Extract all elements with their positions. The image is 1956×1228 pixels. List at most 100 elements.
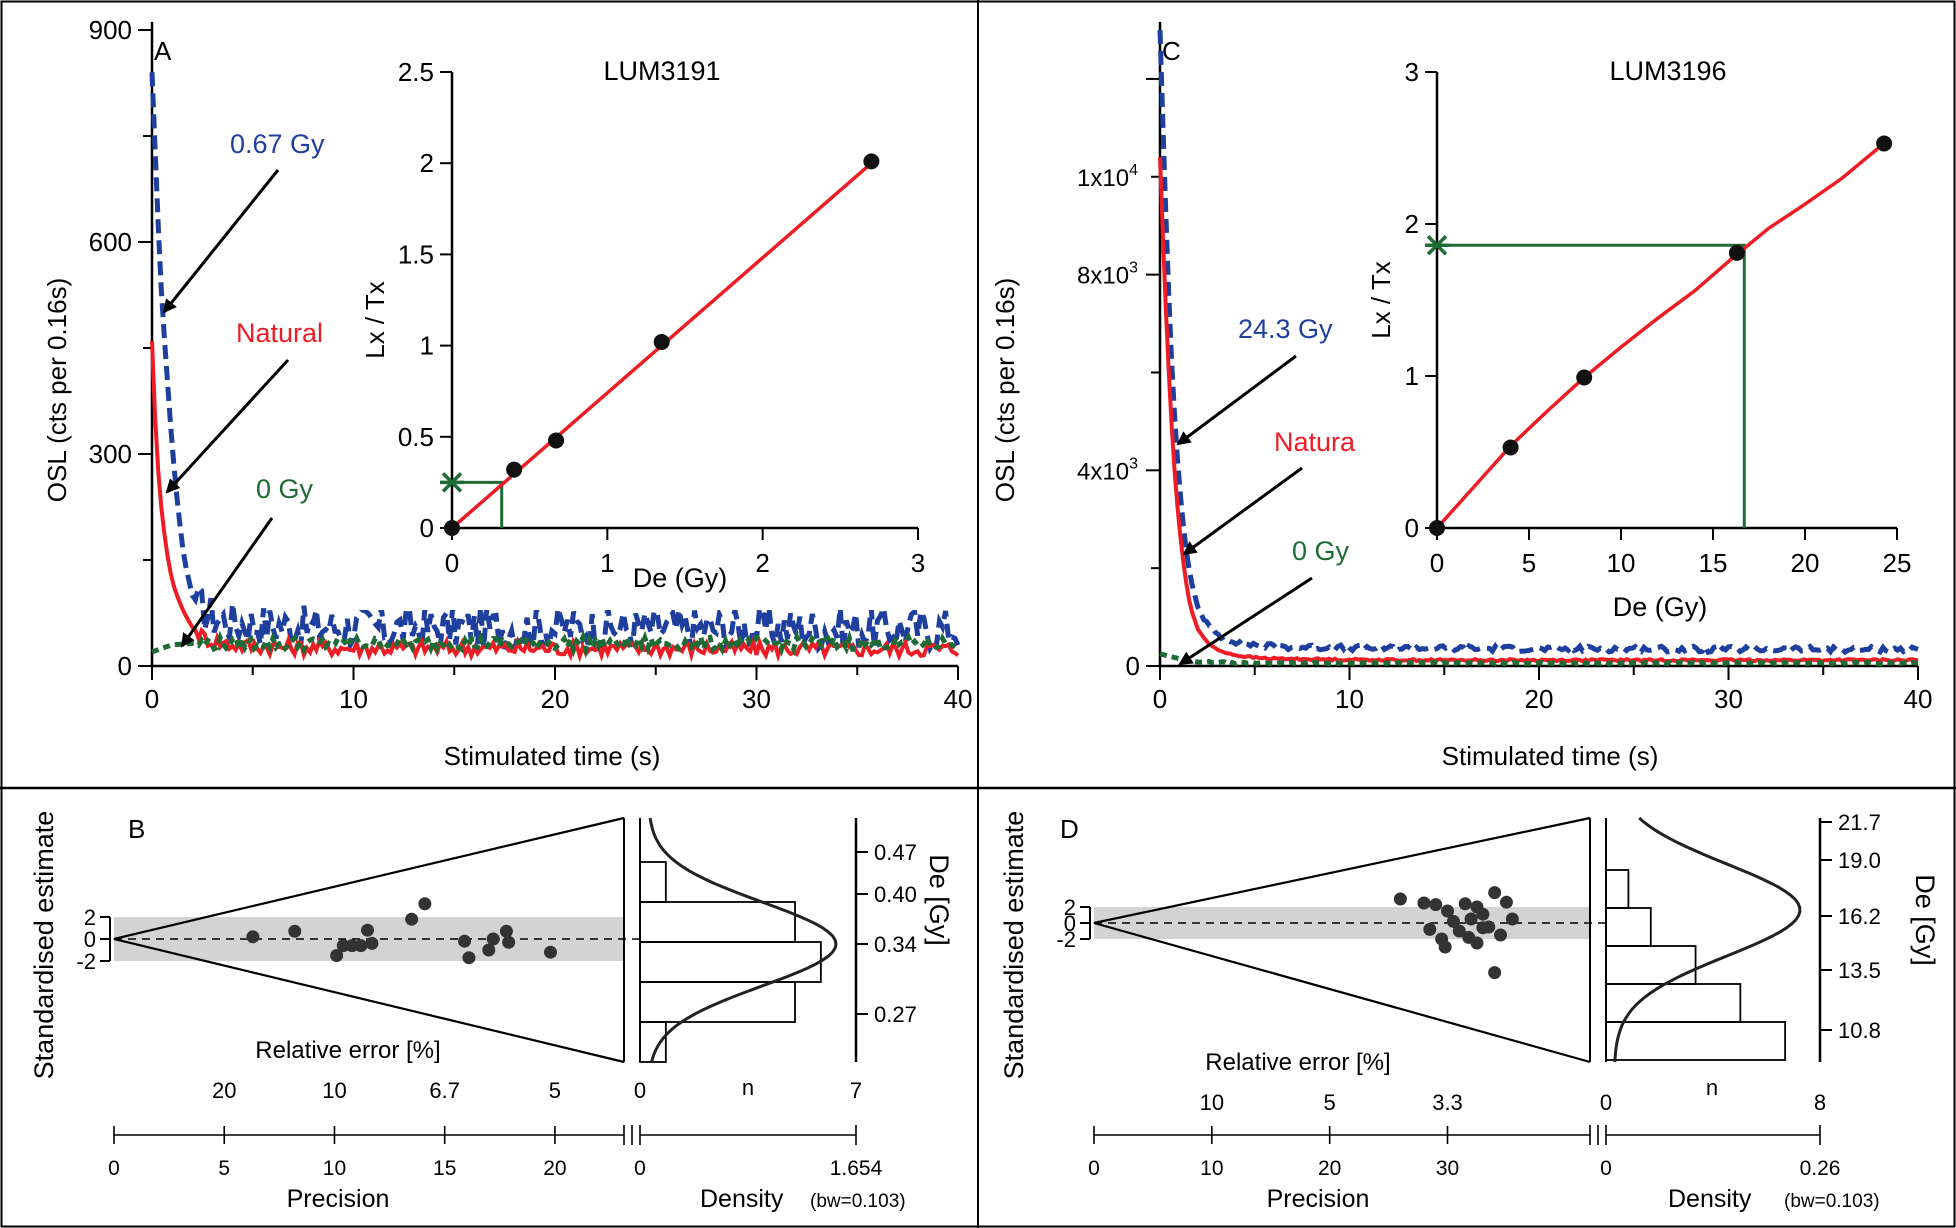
panel-c-ylabel: OSL (cts per 0.16s) bbox=[990, 278, 1020, 502]
relative-error-tick-label: 5 bbox=[549, 1078, 561, 1103]
panel-c-arrow-natural bbox=[1182, 466, 1303, 556]
y-tick-label: 600 bbox=[89, 227, 132, 257]
inset-y-tick-label: 2 bbox=[420, 148, 434, 178]
de-tick-label: 10.8 bbox=[1838, 1018, 1881, 1043]
relative-error-tick-label: 5 bbox=[1324, 1090, 1336, 1115]
aliquot-point bbox=[1462, 930, 1476, 944]
precision-tick-label: 5 bbox=[218, 1157, 230, 1180]
panel-a-inset-bg bbox=[330, 50, 950, 610]
panel-a-label-natural: Natural bbox=[236, 318, 323, 348]
aliquot-point bbox=[1458, 897, 1472, 911]
regen-point bbox=[653, 333, 670, 350]
de-tick-label: 16.2 bbox=[1838, 904, 1881, 929]
de-tick-label: 19.0 bbox=[1838, 848, 1881, 873]
inset-y-tick-label: 0.5 bbox=[398, 422, 434, 452]
regen-point bbox=[1728, 244, 1745, 261]
histogram-bar bbox=[1605, 945, 1697, 985]
de-tick-label: 0.27 bbox=[874, 1002, 917, 1027]
de-tick-label: 0.34 bbox=[874, 932, 917, 957]
panel-a-arrow-zero bbox=[180, 517, 274, 648]
natural-marker-star bbox=[440, 472, 464, 493]
de-tick-label: 21.7 bbox=[1838, 810, 1881, 835]
panel-d-letter: D bbox=[1060, 814, 1079, 844]
aliquot-point bbox=[1470, 900, 1484, 914]
n-tick-label: 8 bbox=[1814, 1090, 1826, 1115]
natural-marker-star bbox=[1425, 235, 1449, 256]
panel-c-label-zero: 0 Gy bbox=[1292, 536, 1350, 566]
inset-y-tick-label: 0 bbox=[420, 513, 434, 543]
panel-a-letter: A bbox=[154, 36, 172, 66]
inset-x-tick-label: 20 bbox=[1791, 548, 1820, 578]
panel-c-label-natural: Natural bbox=[1274, 427, 1361, 457]
panel-c-inset-ylabel: Lx / Tx bbox=[1366, 261, 1396, 339]
aliquot-point bbox=[462, 951, 476, 965]
relative-error-tick-label: 10 bbox=[322, 1078, 346, 1103]
y-tick-label: 0 bbox=[1126, 651, 1140, 681]
y-tick-label: 1x104 bbox=[1077, 162, 1138, 192]
histogram-bar bbox=[639, 861, 667, 903]
inset-y-tick-label: 0 bbox=[1405, 513, 1419, 543]
inset-y-tick-label: 1 bbox=[420, 331, 434, 361]
x-tick-label: 40 bbox=[944, 684, 973, 714]
panel-b-bottom-axis-label: Precision bbox=[287, 1185, 390, 1213]
natural-projection-line bbox=[452, 480, 504, 528]
standardised-tick-label: 0 bbox=[84, 927, 96, 952]
histogram-bar bbox=[1605, 869, 1630, 909]
x-tick-label: 20 bbox=[541, 684, 570, 714]
regen-point bbox=[863, 153, 880, 170]
panel-b-letter: B bbox=[128, 814, 145, 844]
regen-point bbox=[506, 461, 523, 478]
aliquot-point bbox=[1446, 914, 1460, 928]
panel-a-ylabel: OSL (cts per 0.16s) bbox=[42, 278, 72, 502]
radial-wedge bbox=[1093, 816, 1591, 1064]
panel-a-label-zero: 0 Gy bbox=[256, 474, 314, 504]
panel-c-inset-xlabel: De (Gy) bbox=[1613, 592, 1708, 622]
panel-a-inset-title: LUM3191 bbox=[603, 56, 720, 86]
aliquot-point bbox=[1488, 966, 1502, 980]
inset-x-tick-label: 2 bbox=[755, 548, 769, 578]
histogram-bar bbox=[1605, 1021, 1787, 1061]
series-line-24.3-gy bbox=[1157, 29, 1919, 656]
precision-tick-label: 0 bbox=[108, 1157, 120, 1180]
aliquot-point bbox=[405, 912, 419, 926]
panel-d-bottom-axis-label: Precision bbox=[1267, 1185, 1370, 1213]
aliquot-point bbox=[361, 923, 375, 937]
x-tick-label: 30 bbox=[742, 684, 771, 714]
relative-error-tick-label: 6.7 bbox=[429, 1078, 460, 1103]
panel-a-arrow-natural bbox=[165, 358, 290, 494]
panel-c-letter: C bbox=[1162, 36, 1181, 66]
x-tick-label: 0 bbox=[1153, 684, 1167, 714]
aliquot-point bbox=[246, 930, 260, 944]
series-line-0-gy bbox=[151, 629, 960, 659]
panel-b-z-label: De [Gy] bbox=[924, 854, 954, 946]
histogram-bar bbox=[639, 941, 822, 983]
panel-c-inset-title: LUM3196 bbox=[1609, 56, 1726, 86]
aliquot-point bbox=[354, 939, 368, 953]
aliquot-point bbox=[418, 897, 432, 911]
panel-d: D Standardised estimate Relative error [… bbox=[999, 810, 1940, 1213]
x-tick-label: 0 bbox=[145, 684, 159, 714]
aliquot-point bbox=[486, 932, 500, 946]
standardised-tick-label: -2 bbox=[76, 949, 96, 974]
inset-y-tick-label: 1 bbox=[1405, 361, 1419, 391]
aliquot-point bbox=[1441, 904, 1455, 918]
panel-d-z-label: De [Gy] bbox=[1910, 874, 1940, 966]
precision-tick-label: 20 bbox=[1318, 1157, 1341, 1180]
panel-d-bandwidth: (bw=0.103) bbox=[1784, 1191, 1880, 1212]
aliquot-point bbox=[288, 924, 302, 938]
standardised-tick-label: 2 bbox=[1064, 895, 1076, 920]
aliquot-point bbox=[458, 934, 472, 948]
standardised-tick-label: 0 bbox=[1064, 911, 1076, 936]
inset-x-tick-label: 15 bbox=[1699, 548, 1728, 578]
panel-a-inset-ylabel: Lx / Tx bbox=[360, 281, 390, 359]
panel-d-density-label: Density bbox=[1668, 1185, 1752, 1213]
density-tick-label: 0 bbox=[1600, 1157, 1612, 1180]
panel-b-bandwidth: (bw=0.103) bbox=[810, 1191, 906, 1212]
density-tick-label: 0 bbox=[634, 1157, 646, 1180]
x-tick-label: 30 bbox=[1714, 684, 1743, 714]
aliquot-point bbox=[1393, 892, 1407, 906]
aliquot-point bbox=[544, 945, 558, 959]
aliquot-point bbox=[365, 936, 379, 950]
